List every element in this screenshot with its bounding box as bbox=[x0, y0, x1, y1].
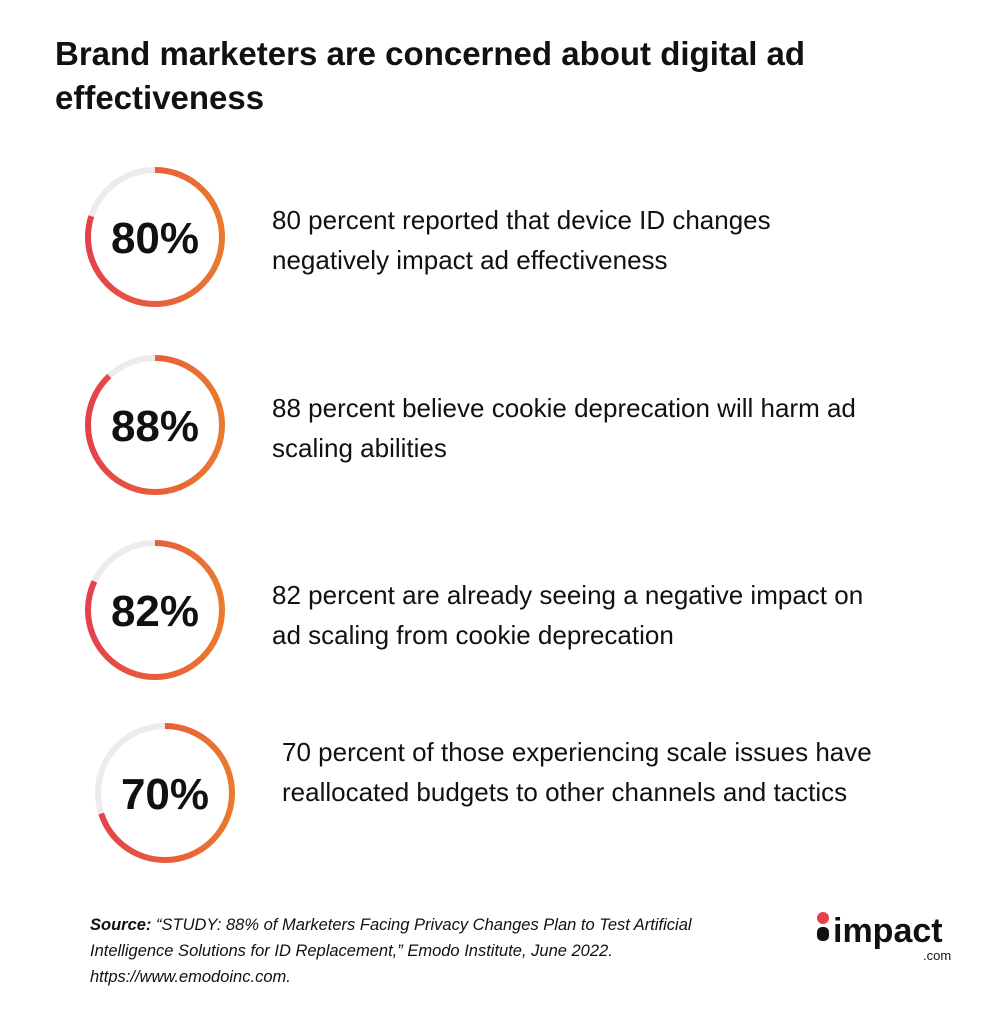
ring-arc bbox=[85, 540, 225, 680]
logo: impact .com bbox=[817, 912, 951, 963]
stat-text: 82 percent are already seeing a negative… bbox=[272, 580, 864, 650]
stat-item: 88% 88 percent believe cookie deprecation… bbox=[0, 350, 985, 500]
ring: 88% bbox=[85, 355, 225, 495]
stat-item: 80% 80 percent reported that device ID ch… bbox=[0, 162, 985, 312]
title: Brand marketers are concerned about digi… bbox=[55, 35, 806, 116]
ring-arc bbox=[85, 355, 225, 495]
ring: 82% bbox=[85, 540, 225, 680]
logo-dot bbox=[817, 912, 829, 924]
source-label: Source: bbox=[90, 916, 152, 934]
stat-text: 80 percent reported that device ID chang… bbox=[272, 205, 771, 275]
ring: 70% bbox=[95, 723, 235, 863]
ring-label: 82% bbox=[111, 587, 199, 636]
stat-item: 82% 82 percent are already seeing a negat… bbox=[0, 535, 985, 685]
stat-text: 88 percent believe cookie deprecation wi… bbox=[272, 393, 856, 463]
ring-label: 88% bbox=[111, 402, 199, 451]
logo-suffix: .com bbox=[923, 948, 951, 963]
ring-arc bbox=[85, 167, 225, 307]
ring-label: 80% bbox=[111, 214, 199, 263]
source: Source: “STUDY: 88% of Marketers Facing … bbox=[90, 912, 730, 990]
ring: 80% bbox=[85, 167, 225, 307]
stat-text: 70 percent of those experiencing scale i… bbox=[282, 737, 872, 807]
source-text: “STUDY: 88% of Marketers Facing Privacy … bbox=[90, 916, 692, 986]
logo-mark bbox=[817, 927, 829, 941]
stat-item: 70% 70 percent of those experiencing scal… bbox=[0, 718, 985, 868]
logo-name: impact bbox=[833, 912, 943, 950]
ring-arc bbox=[95, 723, 235, 863]
ring-label: 70% bbox=[121, 770, 209, 819]
